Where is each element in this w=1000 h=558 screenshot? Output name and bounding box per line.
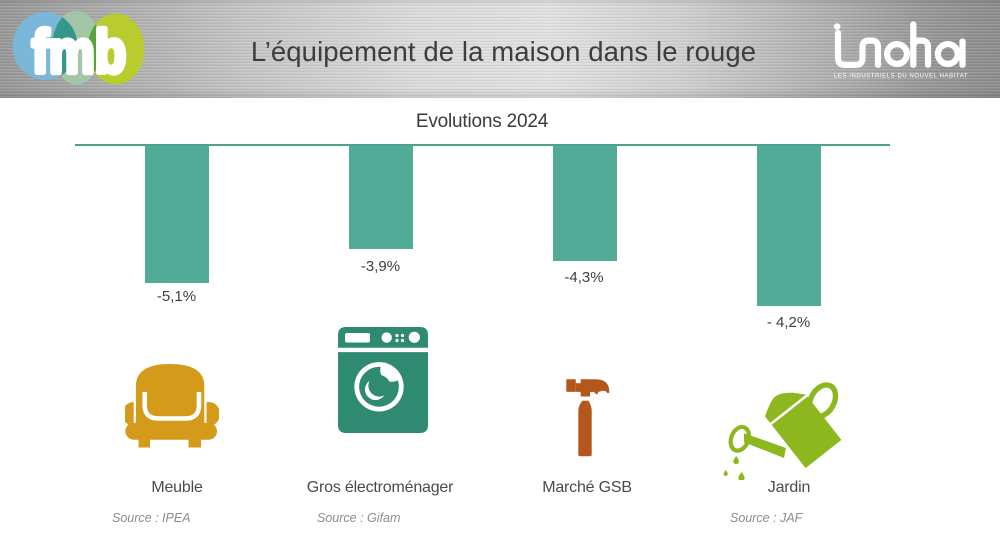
svg-text:fmb: fmb — [32, 18, 126, 86]
svg-text:LES INDUSTRIELS DU NOUVEL HABI: LES INDUSTRIELS DU NOUVEL HABITAT — [834, 73, 968, 79]
